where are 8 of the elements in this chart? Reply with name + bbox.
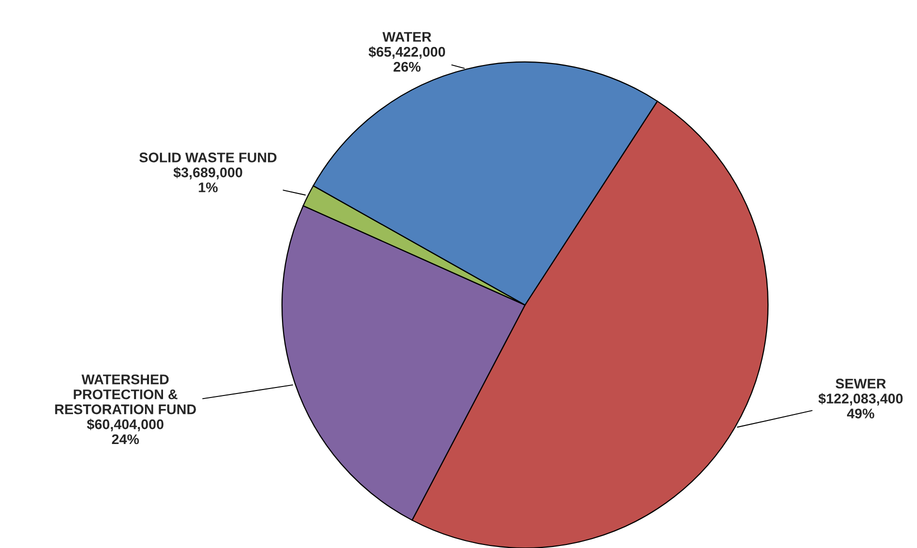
data-label: $3,689,000 1% (173, 166, 242, 192)
slice-label: SOLID WASTE FUND (139, 152, 276, 162)
data-label: $122,083,400 49% (818, 393, 903, 418)
data-label: $60,404,000 24% (86, 418, 164, 444)
data-label: $65,422,000 26% (368, 46, 446, 72)
slice-label: WATERSHED PROTECTION & RESTORATION FUND (55, 374, 196, 414)
slice-label: WATER (382, 32, 432, 42)
slice-label: SEWER (836, 378, 886, 389)
